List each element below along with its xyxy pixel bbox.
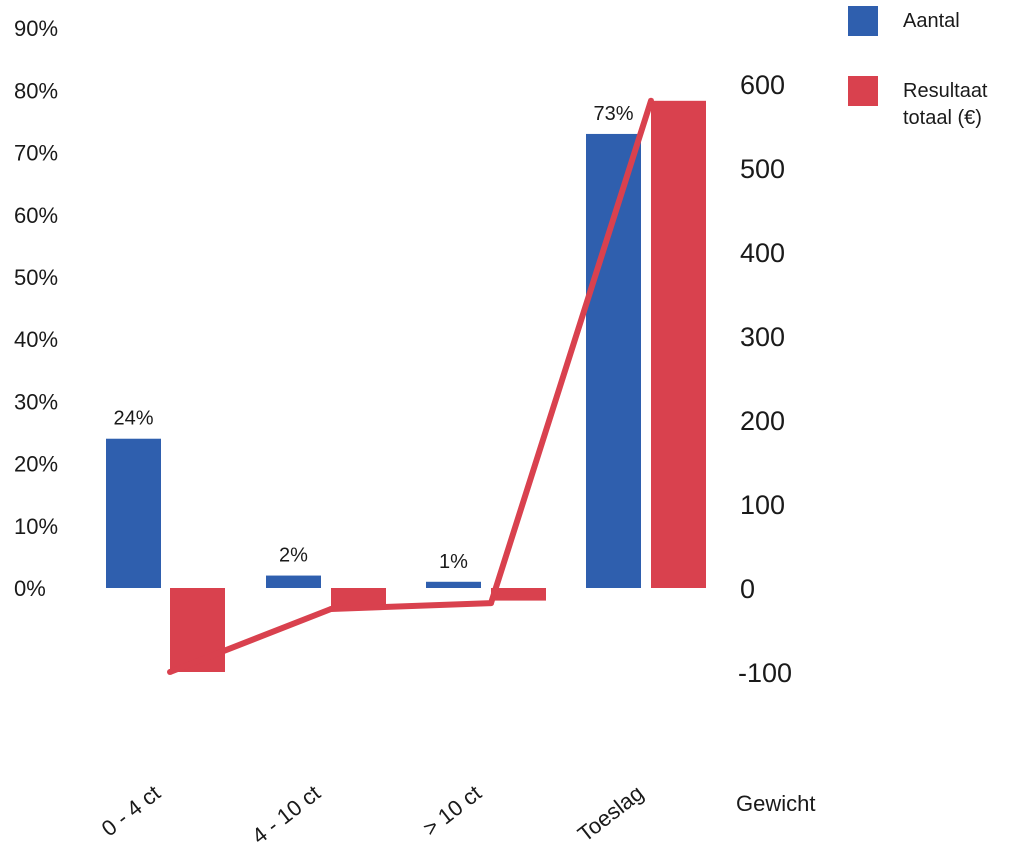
left-tick-label: 30% bbox=[14, 389, 58, 414]
left-tick-label: 60% bbox=[14, 203, 58, 228]
left-tick-label: 10% bbox=[14, 514, 58, 539]
resultaat-bar bbox=[331, 588, 386, 609]
legend-swatch bbox=[848, 6, 878, 36]
resultaat-line-point bbox=[488, 600, 494, 607]
right-tick-label: 400 bbox=[740, 238, 785, 268]
left-tick-label: 20% bbox=[14, 452, 58, 477]
left-tick-label: 80% bbox=[14, 78, 58, 103]
category-label: > 10 ct bbox=[418, 780, 486, 841]
resultaat-bars bbox=[170, 100, 706, 672]
left-tick-label: 0% bbox=[14, 576, 46, 601]
resultaat-line-point bbox=[648, 97, 654, 104]
resultaat-line-layer bbox=[167, 97, 654, 675]
resultaat-line-point bbox=[328, 606, 334, 612]
left-tick-label: 40% bbox=[14, 327, 58, 352]
aantal-bar bbox=[586, 133, 641, 588]
resultaat-bar bbox=[651, 100, 706, 589]
aantal-data-label: 73% bbox=[593, 103, 633, 125]
left-axis-ticks: 0% 10% 20% 30% 40% 50% 60% 70% 80% 90% bbox=[14, 16, 58, 601]
category-labels: 0 - 4 ct 4 - 10 ct > 10 ct Toeslag bbox=[97, 780, 648, 849]
legend-label: Resultaat bbox=[903, 80, 988, 102]
resultaat-line-point bbox=[167, 669, 173, 675]
category-label: 4 - 10 ct bbox=[247, 780, 325, 849]
aantal-data-label: 24% bbox=[113, 408, 153, 430]
aantal-bar bbox=[106, 438, 161, 588]
right-tick-label: 500 bbox=[740, 154, 785, 184]
left-tick-label: 70% bbox=[14, 141, 58, 166]
right-tick-label: -100 bbox=[738, 658, 792, 688]
right-tick-label: 0 bbox=[740, 574, 755, 604]
right-axis-ticks: -100 0 100 200 300 400 500 600 bbox=[738, 70, 792, 688]
aantal-bar bbox=[266, 575, 321, 588]
right-tick-label: 100 bbox=[740, 490, 785, 520]
legend: Aantal Resultaat totaal (€) bbox=[848, 6, 988, 129]
resultaat-bar bbox=[170, 588, 225, 672]
legend-label: Aantal bbox=[903, 10, 960, 32]
resultaat-line bbox=[168, 99, 654, 675]
category-label: 0 - 4 ct bbox=[97, 780, 165, 841]
aantal-bar bbox=[426, 581, 481, 588]
resultaat-bar bbox=[491, 588, 546, 601]
right-tick-label: 300 bbox=[740, 322, 785, 352]
right-tick-label: 200 bbox=[740, 406, 785, 436]
aantal-data-label: 2% bbox=[279, 545, 308, 567]
category-label: Toeslag bbox=[573, 780, 648, 846]
legend-swatch bbox=[848, 76, 878, 106]
right-tick-label: 600 bbox=[740, 70, 785, 100]
aantal-bars bbox=[106, 133, 641, 588]
bar-data-labels: 24% 2% 1% 73% bbox=[113, 103, 633, 573]
legend-label: totaal (€) bbox=[903, 107, 982, 129]
aantal-data-label: 1% bbox=[439, 551, 468, 573]
x-axis-title: Gewicht bbox=[736, 791, 815, 816]
left-tick-label: 50% bbox=[14, 265, 58, 290]
left-tick-label: 90% bbox=[14, 16, 58, 41]
